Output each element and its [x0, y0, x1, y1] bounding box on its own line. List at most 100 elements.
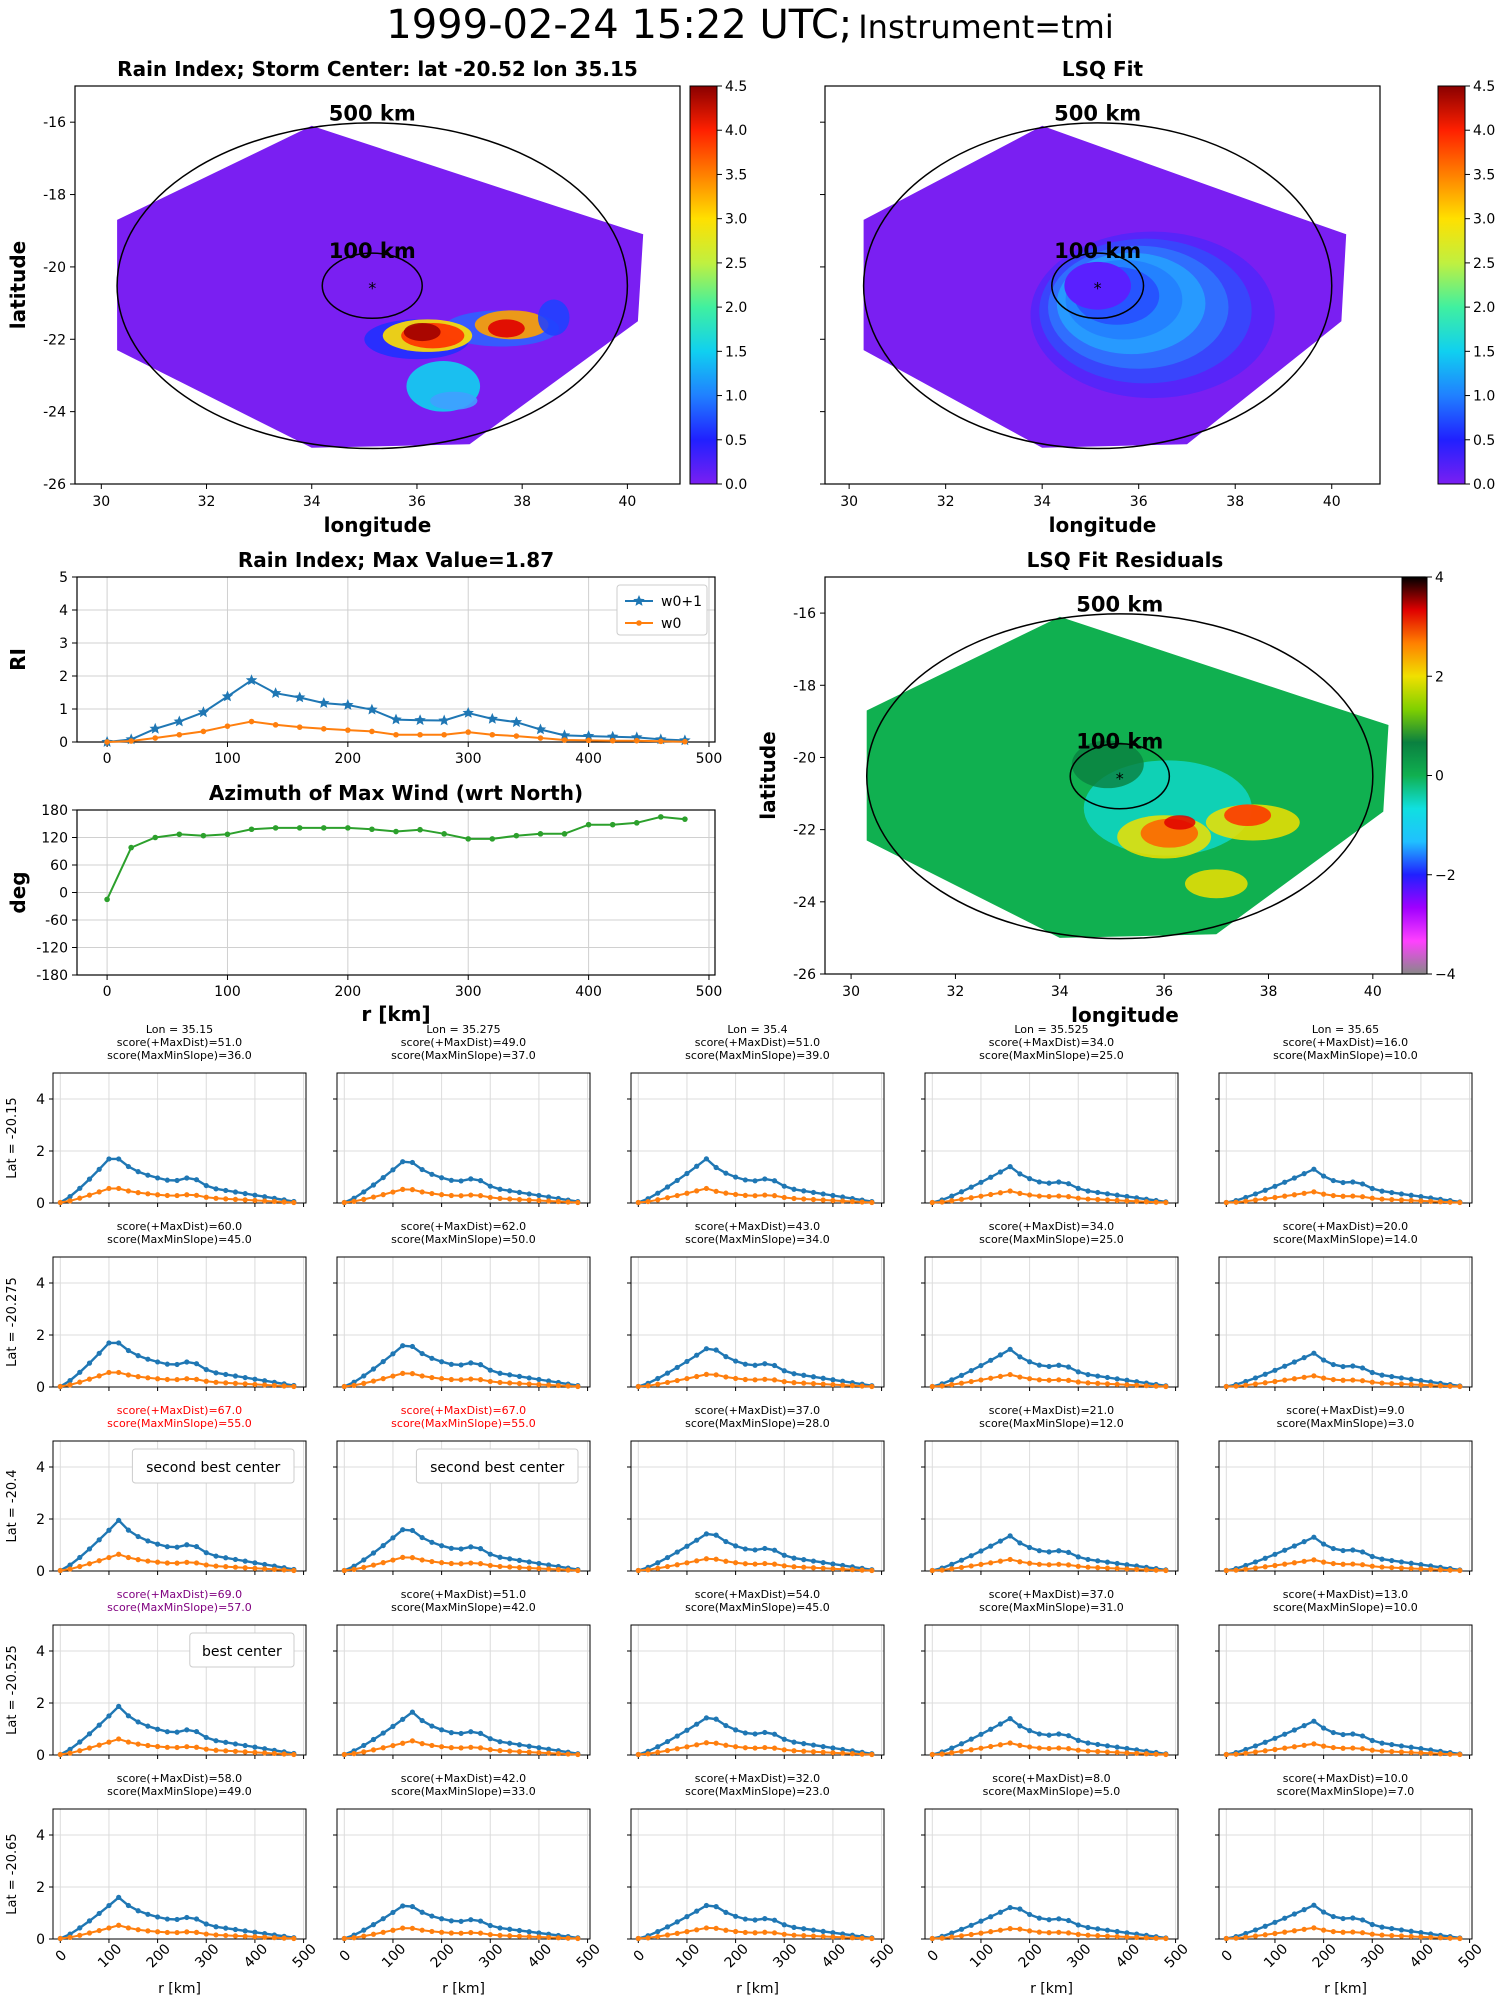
panel-data-point [468, 1729, 474, 1735]
y-tick-label: 2 [36, 1144, 45, 1160]
panel-data-point [507, 1748, 513, 1754]
panel-data-point [1350, 1363, 1356, 1369]
panel-data-point [1124, 1566, 1130, 1572]
panel-data-point [771, 1547, 778, 1553]
panel-data-point [125, 1713, 132, 1719]
panel-data-point [125, 1527, 132, 1533]
panel-data-point [1095, 1189, 1101, 1196]
panel-data-point [949, 1930, 955, 1936]
panel-data-point [361, 1927, 367, 1933]
panel-data-point [694, 1558, 700, 1564]
panel-data-point [1046, 1180, 1052, 1186]
panel-data-point [193, 1192, 200, 1198]
panel-data-point [997, 1927, 1004, 1933]
map-title: LSQ Fit [1062, 57, 1144, 81]
panel-data-point [1389, 1925, 1395, 1932]
colorbar-tick-label: 1.0 [1473, 389, 1495, 405]
score-panel: 0 2 4 score(+MaxDist)=67.0score(MaxMinSlope… [5, 1404, 307, 1580]
x-axis-label: r [km] [158, 1981, 201, 1997]
data-point [369, 728, 375, 735]
data-point [633, 737, 640, 744]
panel-data-point [1046, 1377, 1052, 1383]
data-point [128, 738, 134, 744]
panel-data-point [674, 1562, 680, 1568]
score-maxdist: score(+MaxDist)=67.0 [117, 1404, 242, 1417]
panel-data-point [516, 1196, 523, 1203]
x-axis-label: longitude [324, 513, 432, 537]
panel-data-point [1311, 1166, 1317, 1172]
panel-data-point [997, 1373, 1004, 1380]
panel-data-point [96, 1350, 102, 1356]
x-axis-label: r [km] [1030, 1981, 1073, 1997]
y-tick-label: 2 [36, 1328, 45, 1344]
panel-data-point [439, 1175, 445, 1181]
storm-center-marker: * [1116, 769, 1124, 788]
panel-data-point [674, 1192, 680, 1199]
panel-data-point [752, 1193, 758, 1199]
panel-data-point [1301, 1723, 1307, 1729]
panel-data-point [203, 1194, 209, 1200]
panel-data-point [733, 1928, 739, 1935]
panel-data-point [1359, 1746, 1366, 1752]
panel-data-point [1124, 1198, 1130, 1204]
panel-data-point [516, 1373, 523, 1379]
panel-data-point [1095, 1741, 1101, 1748]
data-point [633, 820, 640, 826]
panel-data-point [1007, 1346, 1013, 1352]
panel-data-point [840, 1382, 846, 1388]
panel-frame [1218, 1256, 1473, 1388]
panel-data-point [781, 1368, 787, 1374]
panel-data-point [1369, 1737, 1375, 1744]
data-point [585, 821, 592, 828]
x-tick-label: 34 [1033, 494, 1051, 510]
panel-data-point [1056, 1362, 1062, 1368]
panel-data-point [1104, 1374, 1111, 1381]
colorbar-tick-label: 2 [1435, 669, 1444, 685]
panel-data-point [958, 1380, 965, 1386]
score-maxdist: score(+MaxDist)=42.0 [401, 1772, 526, 1785]
panel-data-point [810, 1374, 817, 1380]
panel-data-point [575, 1199, 581, 1206]
panel-data-point [516, 1742, 523, 1748]
panel-data-point [232, 1380, 239, 1386]
panel-data-point [507, 1372, 513, 1378]
panel-data-point [1321, 1357, 1327, 1363]
panel-data-point [949, 1198, 955, 1204]
panel-data-point [252, 1192, 258, 1198]
panel-data-point [1389, 1196, 1395, 1203]
panel-data-point [429, 1374, 435, 1381]
panel-data-point [262, 1934, 268, 1940]
panel-data-point [262, 1566, 268, 1572]
panel-data-point [859, 1751, 865, 1757]
score-maxminslope: score(MaxMinSlope)=25.0 [979, 1233, 1124, 1246]
x-tick-label: 100 [673, 1941, 703, 1971]
panel-data-point [1243, 1378, 1249, 1385]
panel-data-point [1398, 1191, 1405, 1197]
panel-data-point [341, 1383, 347, 1390]
colorbar-tick-label: 4.5 [725, 79, 747, 95]
panel-data-point [820, 1381, 826, 1387]
panel-data-point [242, 1742, 248, 1749]
score-maxdist: score(+MaxDist)=20.0 [1283, 1220, 1408, 1233]
panel-data-point [1330, 1729, 1336, 1736]
panel-data-point [409, 1925, 416, 1931]
panel-data-point [1262, 1748, 1268, 1754]
panel-data-point [1262, 1932, 1268, 1938]
panel-data-point [1124, 1750, 1130, 1756]
panel-data-point [655, 1381, 661, 1387]
panel-data-point [1243, 1930, 1249, 1937]
panel-data-point [546, 1382, 552, 1388]
panel-data-point [468, 1192, 474, 1198]
panel-data-point [1311, 1902, 1317, 1908]
panel-data-point [655, 1375, 661, 1382]
panel-data-point [380, 1542, 386, 1549]
panel-data-point [733, 1191, 739, 1198]
panel-data-point [1243, 1934, 1249, 1940]
colorbar-tick-label: 4.0 [725, 123, 747, 139]
panel-data-point [1095, 1933, 1101, 1939]
panel-data-point [419, 1909, 425, 1915]
panel-data-point [106, 1713, 112, 1719]
score-maxminslope: score(MaxMinSlope)=57.0 [107, 1601, 252, 1614]
panel-data-point [487, 1931, 493, 1938]
panel-frame [630, 1624, 885, 1756]
